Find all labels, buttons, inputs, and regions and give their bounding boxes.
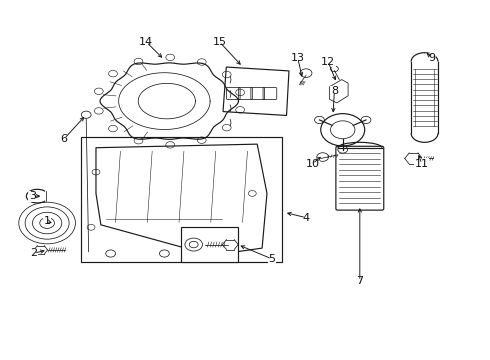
Text: 1: 1 (44, 216, 50, 226)
Text: 6: 6 (61, 134, 68, 144)
Text: 9: 9 (429, 53, 436, 63)
Text: 11: 11 (415, 159, 429, 169)
Text: 12: 12 (321, 57, 335, 67)
Text: 5: 5 (269, 254, 275, 264)
Text: 3: 3 (29, 191, 36, 201)
Text: 10: 10 (305, 159, 319, 169)
Text: 4: 4 (302, 213, 310, 222)
Bar (81, 137, 282, 262)
Text: 15: 15 (213, 37, 226, 47)
Text: 2: 2 (30, 248, 37, 258)
Text: 7: 7 (356, 276, 364, 286)
Bar (181, 226, 238, 262)
Text: 8: 8 (331, 86, 338, 96)
Text: 13: 13 (291, 53, 305, 63)
Text: 14: 14 (139, 37, 153, 47)
